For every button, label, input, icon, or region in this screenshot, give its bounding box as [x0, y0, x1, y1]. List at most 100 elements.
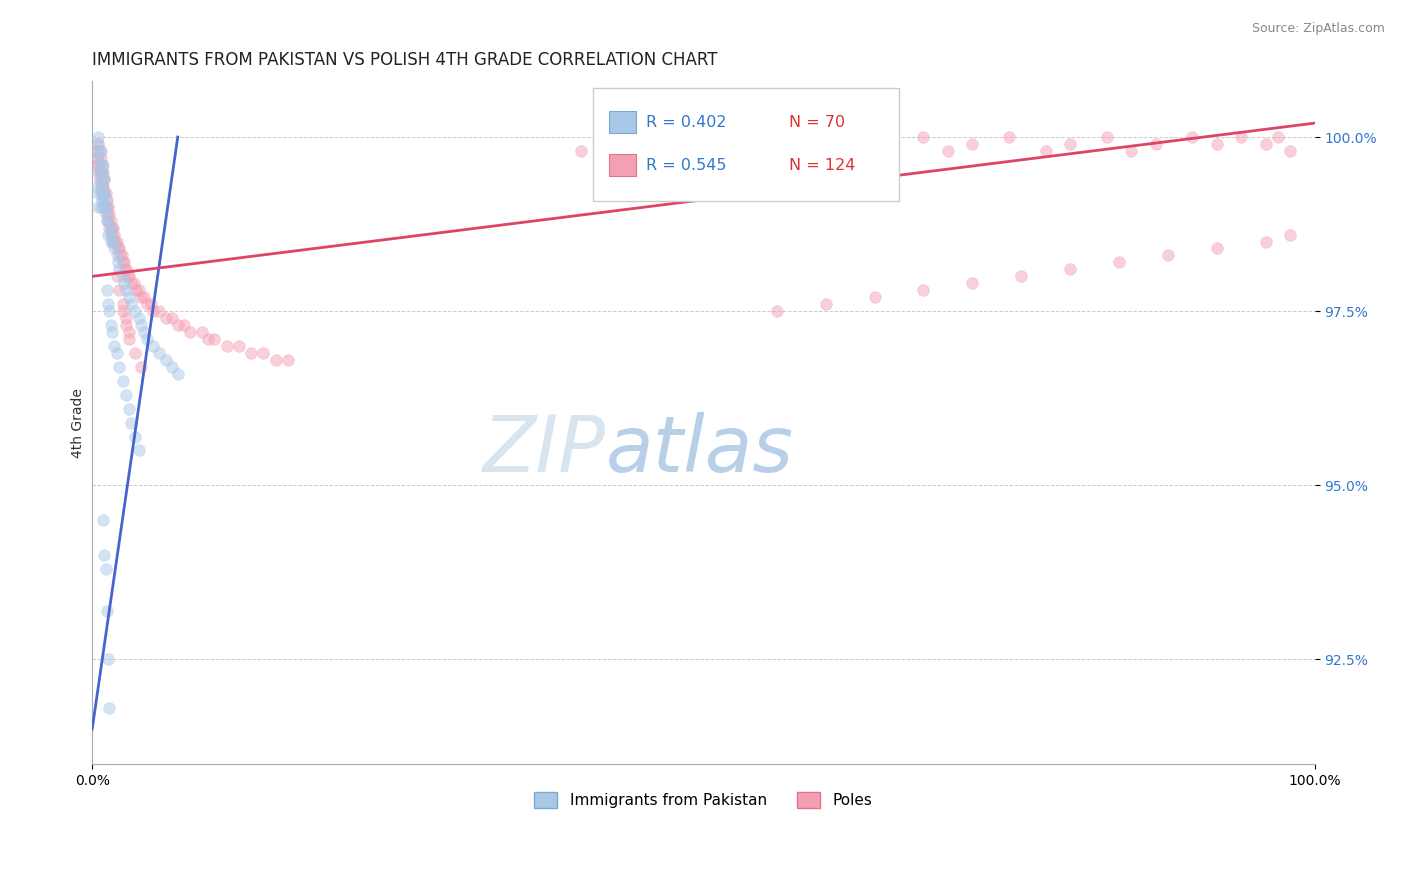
Point: [91, 165, 114, 179]
Text: ZIP: ZIP: [482, 412, 606, 488]
Point: [91, 186, 114, 200]
Point: [139, 297, 162, 311]
Point: [814, 130, 837, 145]
Point: [115, 283, 138, 297]
Point: [998, 130, 1021, 145]
Point: [98, 207, 121, 221]
Point: [118, 269, 141, 284]
Point: [98, 304, 121, 318]
Point: [115, 388, 138, 402]
Point: [103, 227, 125, 242]
Point: [101, 235, 124, 249]
Point: [90, 186, 112, 200]
Point: [814, 297, 837, 311]
Point: [252, 346, 274, 360]
Point: [91, 158, 114, 172]
Point: [94, 186, 117, 200]
Point: [87, 165, 110, 179]
Point: [100, 227, 122, 242]
Point: [87, 200, 110, 214]
Point: [91, 171, 114, 186]
Point: [1095, 130, 1118, 145]
Point: [111, 255, 134, 269]
Point: [94, 207, 117, 221]
Point: [115, 318, 138, 332]
Point: [128, 311, 150, 326]
Point: [101, 220, 124, 235]
Point: [1035, 144, 1057, 158]
Point: [215, 339, 238, 353]
Point: [595, 151, 617, 165]
Point: [90, 144, 112, 158]
Point: [98, 701, 121, 715]
Point: [118, 332, 141, 346]
Point: [90, 178, 112, 193]
Point: [1279, 144, 1302, 158]
Point: [129, 359, 152, 374]
Point: [91, 165, 114, 179]
Point: [90, 200, 112, 214]
Point: [94, 562, 117, 576]
Point: [136, 297, 159, 311]
Point: [936, 144, 959, 158]
Point: [87, 130, 110, 145]
Point: [155, 311, 177, 326]
Point: [94, 200, 117, 214]
Point: [120, 297, 142, 311]
Point: [128, 283, 150, 297]
Point: [87, 178, 110, 193]
Point: [101, 235, 124, 249]
Point: [132, 290, 155, 304]
Point: [107, 242, 129, 256]
Point: [155, 352, 177, 367]
Point: [93, 548, 115, 562]
Point: [98, 220, 121, 235]
Point: [96, 213, 118, 227]
Point: [87, 136, 110, 151]
Point: [108, 242, 131, 256]
Point: [97, 200, 120, 214]
Point: [1010, 269, 1032, 284]
Point: [717, 136, 740, 151]
Point: [89, 165, 111, 179]
Point: [1059, 262, 1081, 277]
Point: [118, 401, 141, 416]
Point: [90, 171, 112, 186]
Point: [97, 652, 120, 666]
Point: [228, 339, 250, 353]
Point: [86, 151, 108, 165]
Point: [240, 346, 263, 360]
Point: [1108, 255, 1130, 269]
Point: [100, 325, 122, 339]
Point: [1254, 235, 1277, 249]
Text: R = 0.402: R = 0.402: [645, 115, 727, 130]
Text: IMMIGRANTS FROM PAKISTAN VS POLISH 4TH GRADE CORRELATION CHART: IMMIGRANTS FROM PAKISTAN VS POLISH 4TH G…: [93, 51, 717, 69]
Point: [94, 200, 117, 214]
Point: [87, 136, 110, 151]
Point: [97, 297, 120, 311]
Point: [692, 144, 714, 158]
Point: [91, 193, 114, 207]
FancyBboxPatch shape: [609, 112, 636, 133]
Point: [87, 186, 110, 200]
Point: [97, 227, 120, 242]
Point: [912, 283, 935, 297]
Point: [100, 213, 122, 227]
Point: [114, 262, 136, 277]
Point: [93, 171, 115, 186]
Y-axis label: 4th Grade: 4th Grade: [72, 388, 86, 458]
Point: [91, 178, 114, 193]
Point: [1230, 130, 1253, 145]
Point: [264, 352, 287, 367]
Point: [112, 255, 135, 269]
Text: R = 0.545: R = 0.545: [645, 158, 727, 173]
Point: [1254, 136, 1277, 151]
Point: [790, 136, 813, 151]
Point: [962, 136, 984, 151]
Point: [1267, 130, 1289, 145]
Point: [87, 151, 110, 165]
Point: [111, 374, 134, 388]
Point: [132, 325, 155, 339]
Point: [105, 269, 128, 284]
Point: [93, 171, 115, 186]
